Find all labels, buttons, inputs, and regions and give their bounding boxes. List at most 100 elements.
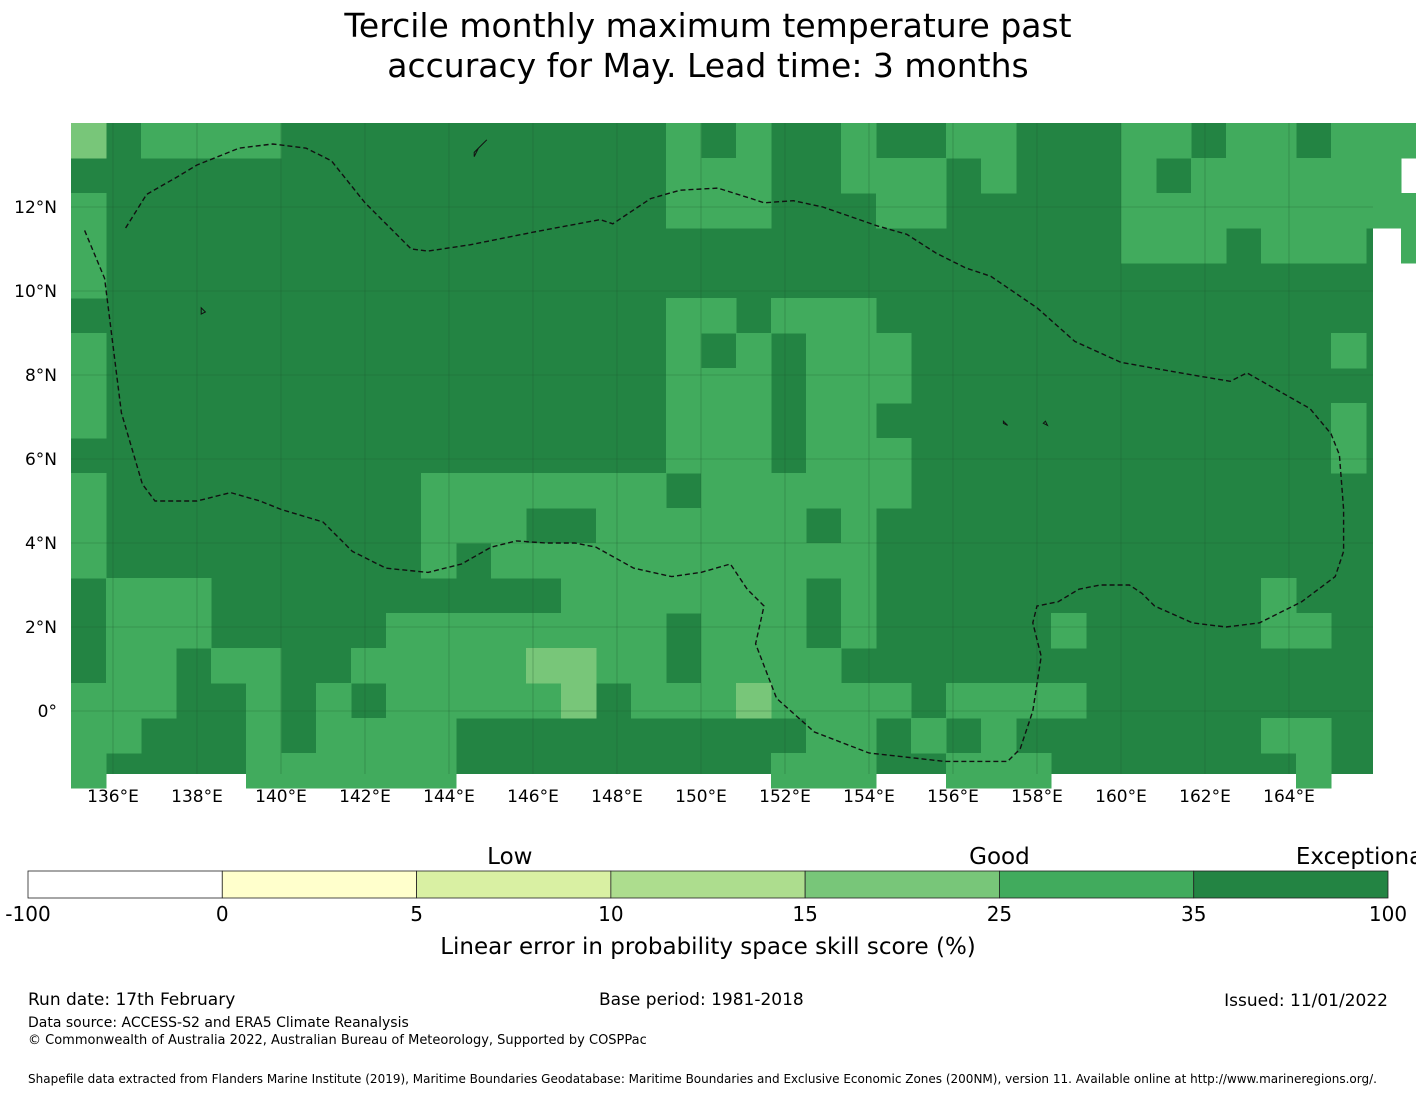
skill-cell bbox=[771, 753, 807, 789]
skill-cell bbox=[211, 648, 247, 684]
skill-cell bbox=[1296, 158, 1332, 194]
skill-cell bbox=[71, 543, 107, 579]
title-line-1: Tercile monthly maximum temperature past bbox=[344, 6, 1072, 45]
data-source: Data source: ACCESS-S2 and ERA5 Climate … bbox=[28, 1015, 409, 1031]
skill-cell bbox=[806, 473, 842, 509]
skill-cell bbox=[806, 543, 842, 579]
skill-cell bbox=[736, 123, 772, 159]
island-outline bbox=[200, 306, 207, 315]
skill-cell bbox=[841, 718, 877, 754]
skill-cell bbox=[841, 578, 877, 614]
copyright: © Commonwealth of Australia 2022, Austra… bbox=[28, 1033, 647, 1048]
skill-cell bbox=[736, 193, 772, 229]
skill-cell bbox=[141, 578, 177, 614]
skill-cell bbox=[736, 683, 772, 719]
skill-cell bbox=[701, 403, 737, 439]
colorbar-category-label: Good bbox=[969, 844, 1030, 870]
skill-cell bbox=[1331, 333, 1367, 369]
skill-cell bbox=[1296, 193, 1332, 229]
skill-cell bbox=[631, 613, 667, 649]
lon-tick-label: 146°E bbox=[507, 787, 559, 807]
skill-cell bbox=[246, 123, 282, 159]
skill-cell bbox=[1261, 718, 1297, 754]
skill-cell bbox=[596, 543, 632, 579]
skill-cell bbox=[1226, 123, 1262, 159]
skill-cell bbox=[876, 683, 912, 719]
colorbar-tick-label: 25 bbox=[987, 902, 1012, 926]
lon-tick-label: 156°E bbox=[927, 787, 979, 807]
skill-cell bbox=[841, 613, 877, 649]
island-outline bbox=[1002, 419, 1008, 426]
skill-cell bbox=[561, 578, 597, 614]
skill-cell bbox=[666, 123, 702, 159]
skill-cell bbox=[456, 648, 492, 684]
skill-cell bbox=[736, 578, 772, 614]
skill-cell bbox=[71, 403, 107, 439]
skill-cell bbox=[1401, 228, 1416, 264]
skill-cell bbox=[1296, 718, 1332, 754]
skill-cell bbox=[1191, 228, 1227, 264]
skill-cell bbox=[1156, 123, 1192, 159]
skill-cell bbox=[666, 403, 702, 439]
skill-cell bbox=[736, 508, 772, 544]
lat-tick-label: 0° bbox=[38, 702, 57, 722]
skill-cell bbox=[666, 298, 702, 334]
skill-cell bbox=[701, 298, 737, 334]
skill-cell bbox=[1331, 403, 1367, 439]
shapefile-credit: Shapefile data extracted from Flanders M… bbox=[28, 1072, 1377, 1086]
base-period: Base period: 1981-2018 bbox=[599, 990, 804, 1010]
skill-cell bbox=[561, 613, 597, 649]
skill-cell bbox=[666, 438, 702, 474]
skill-cell bbox=[771, 298, 807, 334]
skill-cell bbox=[386, 718, 422, 754]
skill-cell bbox=[806, 438, 842, 474]
skill-cell bbox=[631, 473, 667, 509]
skill-cell bbox=[876, 333, 912, 369]
skill-cell bbox=[561, 648, 597, 684]
skill-cell bbox=[771, 578, 807, 614]
skill-cell bbox=[946, 753, 982, 789]
map-title: Tercile monthly maximum temperature past… bbox=[0, 6, 1416, 86]
skill-cell bbox=[806, 683, 842, 719]
skill-cell bbox=[596, 613, 632, 649]
skill-cell bbox=[1261, 578, 1297, 614]
skill-cell bbox=[351, 648, 387, 684]
skill-cell bbox=[911, 718, 947, 754]
skill-cell bbox=[981, 718, 1017, 754]
skill-cell bbox=[421, 648, 457, 684]
skill-cell bbox=[771, 473, 807, 509]
skill-cell bbox=[841, 368, 877, 404]
island-outlines bbox=[200, 139, 1049, 427]
skill-cell bbox=[771, 613, 807, 649]
skill-cell bbox=[981, 683, 1017, 719]
skill-cell bbox=[71, 368, 107, 404]
skill-cell bbox=[666, 368, 702, 404]
skill-cell bbox=[596, 473, 632, 509]
colorbar-bin bbox=[610, 870, 806, 899]
skill-cell bbox=[876, 438, 912, 474]
skill-cell bbox=[141, 683, 177, 719]
skill-cell bbox=[701, 613, 737, 649]
lat-tick-label: 4°N bbox=[25, 534, 57, 554]
skill-cell bbox=[596, 648, 632, 684]
skill-cell bbox=[106, 718, 142, 754]
skill-cell bbox=[701, 368, 737, 404]
skill-cell bbox=[1121, 228, 1157, 264]
skill-cell bbox=[1121, 193, 1157, 229]
skill-cell bbox=[1226, 158, 1262, 194]
skill-cell bbox=[281, 753, 317, 789]
lat-tick-label: 2°N bbox=[25, 618, 57, 638]
colorbar-bin bbox=[27, 870, 223, 899]
lon-tick-label: 142°E bbox=[339, 787, 391, 807]
skill-cell bbox=[526, 683, 562, 719]
skill-cell bbox=[771, 648, 807, 684]
skill-cell bbox=[631, 508, 667, 544]
skill-cell bbox=[1331, 158, 1367, 194]
skill-cell bbox=[701, 438, 737, 474]
lat-tick-label: 8°N bbox=[25, 366, 57, 386]
skill-cell bbox=[71, 123, 107, 159]
skill-cell bbox=[666, 683, 702, 719]
skill-cell bbox=[771, 508, 807, 544]
skill-cell bbox=[386, 683, 422, 719]
lon-tick-label: 136°E bbox=[87, 787, 139, 807]
